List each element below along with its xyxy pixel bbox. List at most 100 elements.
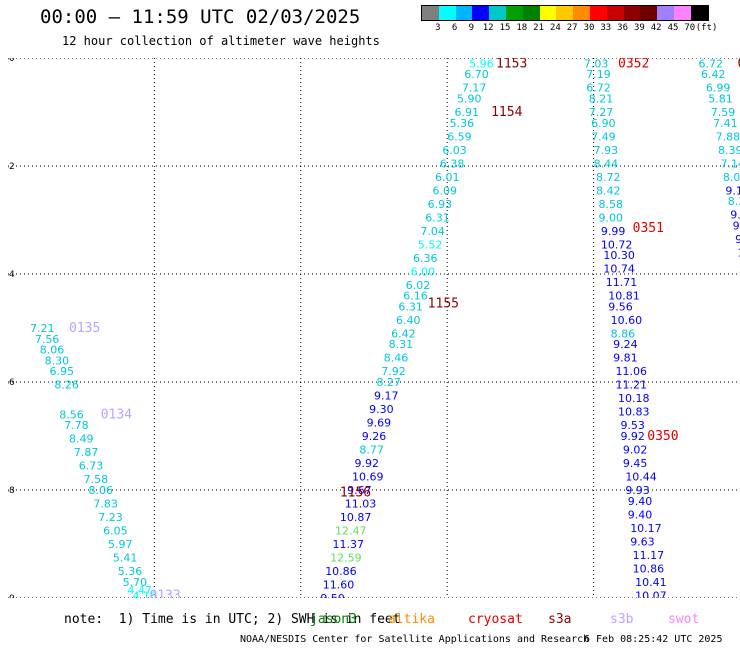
scale-tick-label: 3 — [435, 23, 441, 33]
wave-height-value: 11.71 — [606, 276, 638, 289]
wave-height-value: 8.39 — [718, 144, 740, 157]
wave-height-value: 9.92 — [354, 457, 379, 470]
wave-height-value: 6.09 — [433, 184, 458, 197]
wave-height-value: 7.19 — [586, 68, 611, 81]
pass-time-label: 0352 — [618, 58, 649, 71]
wave-height-value: 10.07 — [635, 589, 667, 598]
map-title: 00:00 — 11:59 UTC 02/03/2025 — [40, 6, 361, 28]
scale-tick-label: 36 — [617, 23, 629, 33]
lat-tick-label: -40 — [8, 58, 15, 64]
wave-height-value: 7.21 — [30, 322, 55, 335]
wave-height-value: 9.76 — [730, 209, 740, 222]
wave-height-value: 5.96 — [469, 58, 494, 70]
wave-height-value: 10.17 — [630, 522, 662, 535]
wave-height-value: 8.06 — [40, 344, 65, 357]
wave-height-value: 7.58 — [84, 473, 109, 486]
wave-height-value: 9.17 — [374, 390, 399, 403]
pass-time-label: 0135 — [69, 321, 100, 336]
wave-height-value: 7.03 — [584, 58, 609, 70]
map-subtitle: 12 hour collection of altimeter wave hei… — [62, 34, 380, 48]
wave-height-value: 7.14 — [720, 157, 740, 170]
wave-height-value: 9.67 — [347, 484, 372, 497]
wave-height-value: 12.59 — [330, 552, 362, 565]
wave-height-value: 7.56 — [35, 333, 60, 346]
units-note: note: 1) Time is in UTC; 2) SWH is in fe… — [64, 612, 401, 627]
wave-height-value: 9.93 — [625, 484, 650, 497]
wave-height-value: 9.2 — [733, 219, 740, 232]
legend-item-s3b: s3b — [610, 612, 634, 627]
wave-height-value: 8.49 — [69, 433, 94, 446]
scale-swatch — [690, 6, 708, 20]
wave-height-value: 5.97 — [108, 538, 133, 551]
scale-swatch — [505, 6, 523, 20]
pass-time-label: 0133 — [150, 588, 181, 598]
wave-height-value: 8.34 — [728, 195, 740, 208]
wave-height-value: 12.47 — [335, 525, 367, 538]
scale-tick-label: 33 — [600, 23, 612, 33]
scale-tick-label: 27 — [566, 23, 578, 33]
scale-tick-label: 24 — [549, 23, 561, 33]
scale-tick-label: 12 — [482, 23, 494, 33]
wave-height-map: -45-42-39-36-33-30-40-42-44-46-48-507.21… — [8, 58, 740, 598]
wave-height-value: 7.87 — [74, 446, 99, 459]
wave-height-value: 7.27 — [589, 106, 614, 119]
wave-height-value: 7.49 — [591, 130, 616, 143]
lat-tick-label: -46 — [8, 378, 15, 388]
wave-height-value: 10.72 — [601, 238, 633, 251]
credit-text: NOAA/NESDIS Center for Satellite Applica… — [240, 634, 590, 645]
legend-item-cryosat: cryosat — [468, 612, 523, 627]
wave-height-value: 9.99 — [601, 225, 626, 238]
scale-swatch — [640, 6, 658, 20]
wave-height-value: 10.60 — [611, 314, 643, 327]
wave-height-value: 11.17 — [633, 549, 665, 562]
wave-height-value: 6.42 — [701, 68, 726, 81]
legend-item-jason3: jason3 — [310, 612, 357, 627]
wave-height-value: 5.90 — [457, 93, 482, 106]
wave-height-value: 8.08 — [723, 171, 740, 184]
wave-height-value: 6.05 — [103, 525, 128, 538]
scale-swatch — [606, 6, 624, 20]
wave-height-value: 7.88 — [716, 130, 740, 143]
wave-height-value: 9.63 — [630, 535, 655, 548]
wave-height-value: 9.30 — [369, 403, 394, 416]
wave-height-value: 8.77 — [359, 444, 384, 457]
wave-height-value: 11.06 — [616, 365, 648, 378]
wave-height-value: 9.69 — [367, 417, 392, 430]
scale-swatch — [573, 6, 590, 20]
wave-height-value: 8.31 — [389, 338, 414, 351]
scale-swatch — [422, 6, 439, 20]
wave-height-value: 6.40 — [396, 314, 421, 327]
scale-swatch — [522, 6, 540, 20]
wave-height-value: 6.31 — [398, 300, 423, 313]
wave-height-value: 11.21 — [616, 379, 648, 392]
wave-height-value: 6.59 — [447, 130, 472, 143]
wave-height-value: 7.17 — [462, 82, 487, 95]
lat-tick-label: -48 — [8, 486, 15, 496]
wave-height-value: 9.40 — [628, 508, 653, 521]
wave-height-value: 8.44 — [594, 157, 619, 170]
wave-height-value: 9.45 — [623, 457, 648, 470]
wave-height-value: 6.03 — [442, 144, 467, 157]
wave-height-value: 6.36 — [413, 252, 438, 265]
wave-height-value: 6.00 — [411, 265, 436, 278]
scale-tick-label: (ft) — [695, 23, 718, 33]
wave-height-value: 8.58 — [598, 198, 623, 211]
wave-height-value: 7.83 — [93, 498, 118, 511]
wave-height-value: 5.36 — [118, 565, 143, 578]
wave-height-value: 9.10 — [725, 184, 740, 197]
wave-height-value: 10.44 — [625, 471, 657, 484]
wave-height-value: 10.41 — [635, 576, 667, 589]
wave-height-value: 10 — [738, 246, 740, 259]
wave-height-value: 6.02 — [406, 279, 431, 292]
wave-height-value: 10.74 — [603, 263, 635, 276]
wave-height-value: 8.56 — [59, 408, 84, 421]
scale-swatch — [657, 6, 674, 20]
scale-tick-label: 9 — [468, 23, 475, 33]
wave-height-value: 10.69 — [352, 471, 384, 484]
scale-swatch — [623, 6, 641, 20]
wave-height-value: 7.04 — [420, 225, 445, 238]
wave-height-value: 9.81 — [613, 352, 638, 365]
wave-height-value: 7.41 — [713, 117, 738, 130]
pass-time-label: 0034 — [738, 58, 740, 71]
wave-height-value: 8.21 — [589, 93, 614, 106]
